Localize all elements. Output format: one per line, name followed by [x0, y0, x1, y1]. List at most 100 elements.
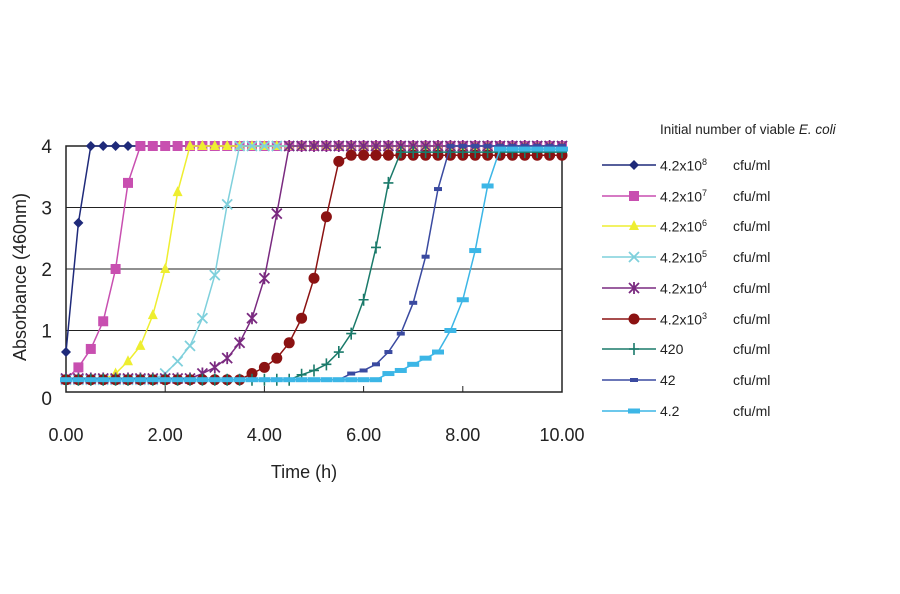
x-marker	[221, 198, 233, 211]
legend-exponent: 7	[702, 187, 708, 198]
dash-marker	[421, 254, 430, 259]
star-marker	[209, 361, 221, 374]
plus-marker	[408, 146, 419, 159]
legend-swatch	[602, 343, 656, 356]
diamond-marker	[629, 160, 639, 170]
dash-marker	[558, 144, 566, 148]
legend-swatch	[602, 377, 656, 382]
legend-exponent: 4	[702, 279, 708, 290]
legend-unit: cfu/ml	[733, 187, 771, 204]
legend-unit: cfu/ml	[733, 310, 771, 327]
dash-marker	[446, 144, 455, 148]
circle-marker	[345, 149, 357, 161]
circle-marker	[308, 272, 320, 284]
wide-dash-marker	[518, 146, 531, 152]
star-marker	[308, 140, 320, 152]
dash-marker	[545, 144, 554, 148]
wide-dash-marker	[122, 377, 134, 383]
circle-marker	[333, 155, 345, 167]
legend-title-italic: E. coli	[798, 122, 836, 137]
dash-marker	[384, 350, 393, 355]
legend-label: 4.2x106	[660, 218, 708, 236]
dash-marker	[533, 144, 542, 148]
diamond-marker	[73, 217, 84, 228]
legend-item: 4.2x108 cfu/ml	[600, 155, 900, 175]
square-marker	[629, 190, 639, 201]
legend-unit: cfu/ml	[733, 341, 771, 358]
plus-marker	[358, 293, 369, 306]
diamond-marker	[85, 141, 96, 151]
legend-exponent: 6	[702, 218, 708, 229]
series-line	[65, 145, 562, 353]
dash-marker	[496, 144, 504, 148]
dash-marker	[396, 331, 405, 336]
plus-marker	[309, 364, 319, 377]
x-tick-label: 6.00	[346, 425, 381, 445]
wide-dash-marker	[320, 377, 333, 383]
legend-swatch	[602, 313, 656, 324]
circle-marker	[370, 149, 382, 161]
y-axis-label: Absorbance (460nm)	[10, 193, 30, 361]
wide-dash-marker	[97, 377, 110, 383]
triangle-marker	[185, 140, 195, 150]
wide-dash-marker	[109, 377, 122, 383]
plus-marker	[383, 176, 394, 189]
legend-unit: cfu/ml	[733, 371, 771, 388]
legend-unit: cfu/ml	[733, 249, 771, 266]
x-marker	[258, 140, 271, 152]
wide-dash-marker	[469, 248, 482, 254]
plus-marker	[346, 327, 357, 340]
x-tick-label: 2.00	[148, 425, 183, 445]
wide-dash-marker	[72, 377, 85, 383]
wide-dash-marker	[196, 377, 209, 383]
star-marker	[333, 140, 345, 152]
legend-exponent: 5	[702, 249, 708, 260]
star-marker	[246, 312, 258, 325]
square-marker	[160, 141, 171, 151]
legend-swatch	[602, 281, 656, 294]
wide-dash-marker	[357, 377, 370, 383]
square-marker	[135, 141, 146, 151]
circle-marker	[628, 313, 640, 324]
plus-marker	[395, 146, 406, 159]
star-marker	[320, 140, 333, 152]
wide-dash-marker	[184, 377, 196, 383]
legend-label: 42	[660, 371, 676, 388]
triangle-marker	[135, 339, 146, 350]
triangle-marker	[172, 186, 183, 197]
y-tick-label: 3	[41, 199, 52, 220]
square-marker	[73, 362, 84, 373]
plus-marker	[371, 241, 381, 254]
square-marker	[172, 141, 183, 151]
x-tick-label: 0.00	[48, 425, 83, 445]
circle-marker	[246, 368, 258, 380]
star-marker	[258, 272, 271, 285]
legend-item: 4.2x103 cfu/ml	[600, 309, 900, 329]
legend-item: 4.2x104 cfu/ml	[600, 278, 900, 298]
y-tick-label: 2	[41, 260, 52, 281]
legend-label: 4.2x107	[660, 187, 708, 205]
circle-marker	[382, 149, 394, 161]
legend-label: 4.2x103	[660, 310, 708, 328]
plus-marker	[333, 346, 344, 359]
legend-unit: cfu/ml	[733, 218, 771, 235]
legend-item: 4.2x105 cfu/ml	[600, 247, 900, 267]
plus-marker	[433, 146, 443, 159]
wide-dash-marker	[419, 355, 432, 361]
wide-dash-marker	[159, 377, 172, 383]
wide-dash-marker	[270, 377, 283, 383]
star-marker	[271, 207, 283, 220]
star-marker	[283, 140, 295, 152]
legend-label: 4.2x104	[660, 279, 708, 297]
legend-title: Initial number of viable E. coli	[660, 122, 836, 137]
wide-dash-marker	[543, 146, 556, 152]
triangle-marker	[123, 355, 133, 366]
legend-swatch	[602, 190, 656, 201]
legend-unit: cfu/ml	[733, 279, 771, 296]
diamond-marker	[98, 141, 109, 151]
dash-marker	[471, 144, 480, 148]
wide-dash-marker	[332, 377, 345, 383]
legend-unit: cfu/ml	[733, 402, 771, 419]
triangle-marker	[629, 220, 639, 231]
circle-marker	[258, 361, 270, 373]
